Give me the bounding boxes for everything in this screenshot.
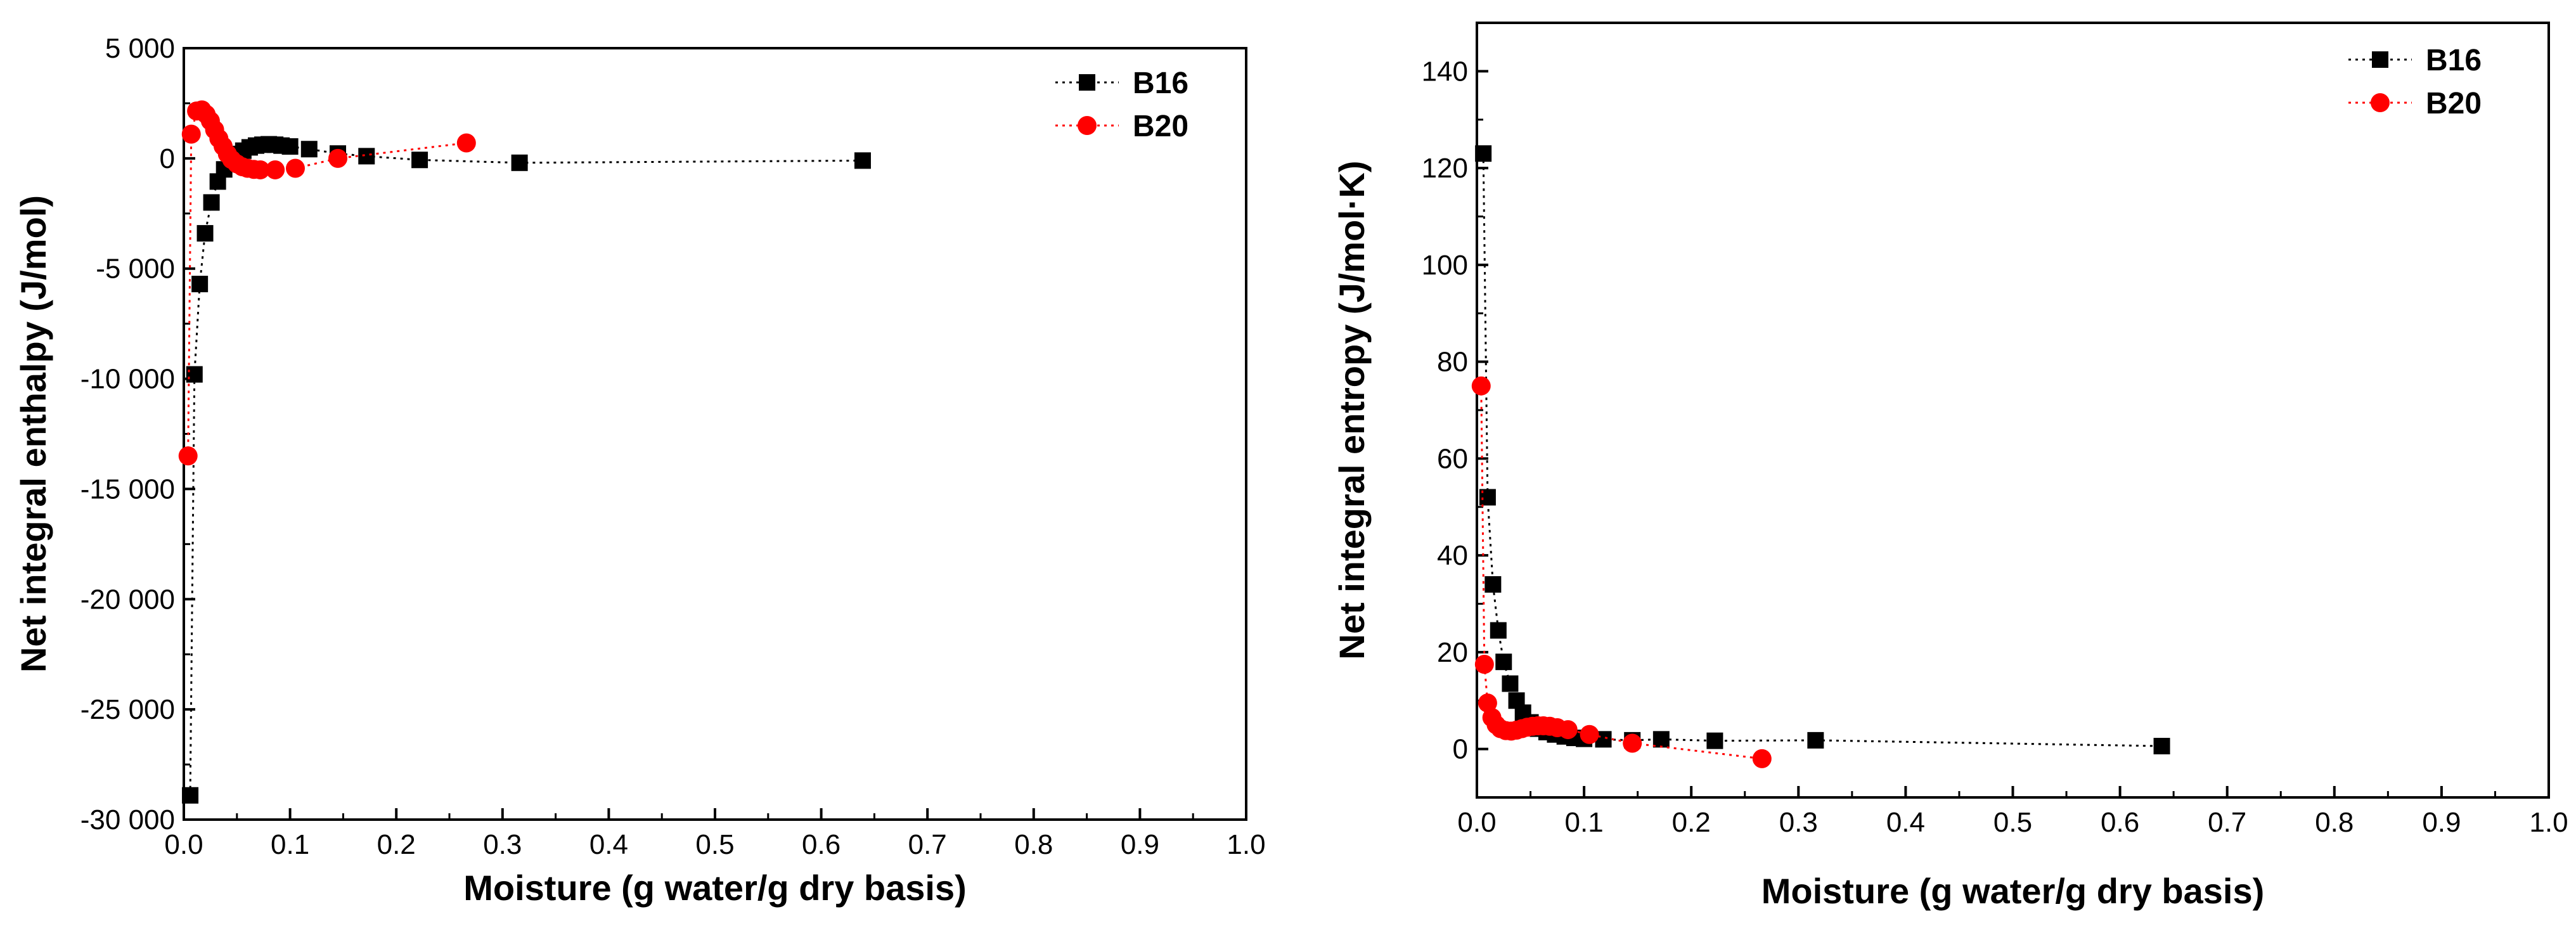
x-tick-label: 0.9 [2422, 807, 2461, 838]
data-point-b20 [1623, 733, 1642, 753]
y-tick-label: 20 [1437, 637, 1468, 668]
x-tick-label: 1.0 [2529, 807, 2568, 838]
data-point-b16 [1502, 675, 1519, 692]
x-tick-label: 0.0 [1457, 807, 1496, 838]
data-point-b16 [1652, 731, 1670, 748]
data-point-b16 [358, 148, 375, 165]
data-point-b16 [203, 194, 220, 211]
series-line-b16 [189, 143, 863, 796]
x-tick-label: 0.0 [164, 829, 203, 860]
y-tick-label: -25 000 [80, 694, 175, 725]
x-tick-label: 0.7 [908, 829, 947, 860]
legend-label-b16: B16 [2426, 44, 2482, 77]
data-point-b16 [300, 141, 318, 158]
x-tick-label: 0.2 [1672, 807, 1711, 838]
y-tick-label: 0 [1453, 734, 1468, 765]
data-point-b20 [1752, 749, 1772, 768]
x-tick-label: 0.4 [589, 829, 628, 860]
x-tick-label: 0.4 [1886, 807, 1925, 838]
data-point-b20 [328, 148, 348, 168]
x-tick-label: 0.1 [1565, 807, 1604, 838]
x-tick-label: 1.0 [1227, 829, 1265, 860]
x-tick-label: 0.1 [271, 829, 309, 860]
data-point-b20 [1580, 725, 1599, 744]
data-point-b16 [1495, 654, 1512, 671]
data-point-b20 [181, 124, 201, 144]
data-point-b20 [250, 160, 270, 179]
y-axis-title: Net integral entropy (J/mol·K) [1332, 160, 1372, 659]
x-tick-label: 0.7 [2208, 807, 2246, 838]
data-point-b20 [1471, 376, 1491, 396]
y-tick-label: -5 000 [96, 254, 175, 285]
x-tick-label: 0.3 [1779, 807, 1818, 838]
y-tick-label: -20 000 [80, 584, 175, 615]
legend-label-b20: B20 [1133, 110, 1188, 143]
data-point-b16 [191, 276, 209, 293]
x-tick-label: 0.6 [2101, 807, 2139, 838]
plot-frame [1476, 22, 2550, 799]
data-point-b16 [1490, 622, 1507, 639]
x-tick-label: 0.5 [1993, 807, 2032, 838]
x-tick-label: 0.8 [2315, 807, 2354, 838]
data-point-b16 [1475, 145, 1492, 162]
data-point-b20 [285, 158, 305, 178]
y-tick-label: -15 000 [80, 474, 175, 505]
x-tick-label: 0.8 [1014, 829, 1053, 860]
y-tick-label: -30 000 [80, 804, 175, 835]
data-point-b16 [1484, 576, 1502, 593]
x-axis-title: Moisture (g water/g dry basis) [463, 868, 967, 908]
x-tick-label: 0.2 [377, 829, 416, 860]
data-point-b20 [456, 133, 476, 153]
x-tick-label: 0.9 [1121, 829, 1159, 860]
x-tick-label: 0.5 [695, 829, 734, 860]
y-tick-label: 120 [1422, 153, 1468, 184]
legend-marker-b16 [2372, 51, 2388, 68]
enthalpy-chart: 0.0 0.1 0.2 0.3 0.4 0.5 0.6 0.7 0.8 0.9 1.0 -30 000… [13, 33, 1266, 908]
data-point-b20 [1478, 693, 1497, 713]
data-point-b16 [1807, 731, 1824, 749]
legend-label-b20: B20 [2426, 87, 2482, 120]
y-tick-label: 80 [1437, 347, 1468, 378]
data-point-b16 [2153, 738, 2170, 755]
legend-marker-b20 [1078, 116, 1097, 135]
data-point-b16 [281, 138, 299, 155]
data-point-b20 [1558, 720, 1578, 740]
x-tick-label: 0.3 [483, 829, 522, 860]
entropy-chart: 0.0 0.1 0.2 0.3 0.4 0.5 0.6 0.7 0.8 0.9 1.0 0 20 40 60… [1332, 22, 2568, 911]
data-point-b16 [511, 154, 528, 171]
data-point-b16 [1706, 732, 1723, 749]
data-point-b16 [196, 225, 214, 242]
series-line-b16 [1482, 153, 2162, 747]
y-tick-label: 140 [1422, 56, 1468, 87]
data-point-b20 [1474, 654, 1494, 674]
x-tick-label: 0.6 [802, 829, 840, 860]
data-point-b16 [854, 152, 871, 169]
y-tick-label: 60 [1437, 443, 1468, 474]
data-point-b16 [411, 151, 428, 169]
data-point-b20 [178, 446, 198, 466]
y-tick-label: -10 000 [80, 364, 175, 395]
y-tick-label: 5 000 [105, 33, 175, 64]
y-tick-label: 100 [1422, 250, 1468, 281]
y-axis-title: Net integral enthalpy (J/mol) [13, 195, 53, 673]
data-point-b16 [182, 787, 199, 804]
data-point-b16 [186, 366, 203, 383]
data-point-b20 [266, 160, 285, 179]
x-axis-title: Moisture (g water/g dry basis) [1761, 871, 2265, 911]
legend-label-b16: B16 [1133, 67, 1188, 100]
y-tick-label: 40 [1437, 540, 1468, 571]
legend-marker-b20 [2371, 93, 2390, 112]
y-tick-label: 0 [160, 143, 175, 174]
legend-marker-b16 [1079, 74, 1095, 91]
